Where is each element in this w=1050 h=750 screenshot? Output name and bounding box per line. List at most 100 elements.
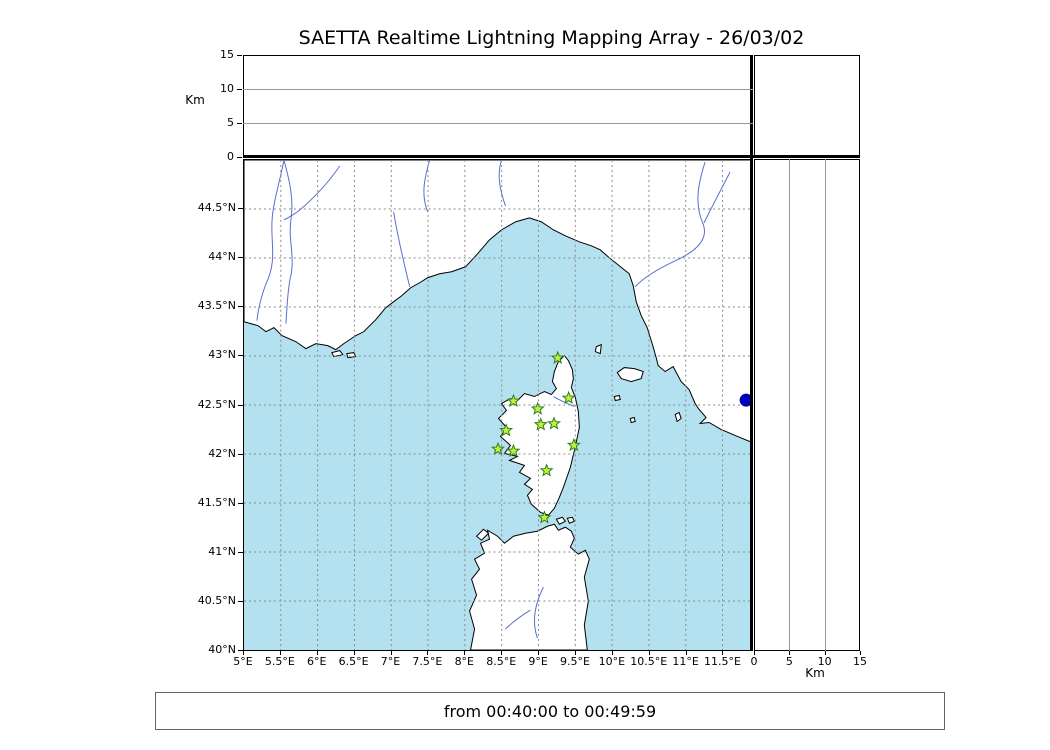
lat-tick-label: 41°N [208, 544, 236, 558]
right-km-tick-label: 5 [785, 655, 793, 668]
lma-station-marker [506, 393, 521, 408]
lon-tick-mark [538, 651, 540, 655]
river-rhone-west [256, 160, 285, 321]
river-golo [553, 396, 575, 407]
lon-tick-label: 7°E [380, 655, 401, 668]
landmasses [244, 160, 752, 650]
altitude-tick-label: 5 [227, 116, 234, 129]
coastline-mainland-europe [244, 160, 752, 443]
lon-tick-label: 5.5°E [264, 655, 295, 668]
river-rhone-east [283, 160, 293, 324]
lon-tick-label: 9°E [528, 655, 548, 668]
lma-station-marker [546, 416, 561, 430]
lat-tick-mark [238, 650, 243, 651]
lma-station-marker [561, 390, 576, 405]
top-panel-gridline [243, 123, 753, 124]
river-liguria [498, 160, 506, 207]
lat-tick-label: 40.5°N [197, 593, 236, 607]
lma-station-marker [566, 437, 581, 452]
lma-station-marker [530, 401, 545, 415]
altitude-tick-mark [237, 55, 242, 56]
lon-tick-mark [279, 651, 281, 655]
lon-tick-label: 6.5°E [338, 655, 369, 668]
right-km-tick-mark [860, 651, 861, 655]
rivers [256, 160, 731, 639]
lat-tick-mark [238, 355, 243, 357]
lon-tick-mark [464, 651, 466, 655]
island-asinara [475, 528, 490, 541]
lon-tick-label: 10°E [598, 655, 626, 668]
altitude-tick-label: 10 [220, 82, 234, 95]
lma-station-marker [537, 510, 552, 524]
lon-tick-mark [574, 651, 576, 655]
lat-tick-mark [238, 453, 243, 455]
right-km-tick-mark [754, 651, 755, 655]
lma-station-marker [550, 350, 565, 364]
lma-station-marker [499, 423, 514, 437]
river-durance [283, 165, 341, 221]
right-km-tick-label: 15 [853, 655, 867, 668]
island-capraia [594, 343, 602, 355]
altitude-tick-label: 0 [227, 150, 234, 163]
lma-station-marker [506, 443, 521, 458]
divider-horizontal [243, 155, 860, 158]
right-km-tick-mark [824, 651, 826, 655]
lightning-event-dot [739, 393, 752, 407]
right-km-tick-mark [789, 651, 791, 655]
altitude-tick-mark [237, 123, 242, 124]
lat-tick-mark [238, 257, 243, 259]
river-arno [634, 161, 706, 288]
top-panel-gridline [243, 89, 753, 90]
lat-tick-label: 42.5°N [197, 397, 236, 411]
page-title: SAETTA Realtime Lightning Mapping Array … [298, 27, 805, 49]
lat-tick-mark [238, 600, 243, 602]
time-range-box: from 00:40:00 to 00:49:59 [155, 692, 945, 730]
corner-box [754, 55, 860, 157]
lon-tick-mark [685, 651, 687, 655]
lon-tick-mark [501, 651, 503, 655]
lon-tick-mark [722, 651, 724, 655]
lat-tick-mark [238, 208, 243, 210]
lat-tick-label: 40°N [208, 643, 236, 656]
lon-tick-label: 8°E [454, 655, 475, 668]
lat-tick-mark [238, 306, 243, 308]
lat-tick-label: 44°N [208, 250, 236, 264]
right-km-tick-label: 0 [750, 655, 758, 668]
lon-tick-label: 8.5°E [486, 655, 517, 668]
lon-tick-label: 11°E [672, 655, 699, 668]
lat-tick-label: 43.5°N [197, 299, 236, 313]
island-elba [616, 367, 644, 383]
island-montecristo [629, 416, 636, 424]
right-panel-gridline [824, 159, 826, 651]
lat-tick-mark [238, 551, 243, 553]
river-alpine [423, 160, 431, 213]
lon-tick-label: 7.5°E [412, 655, 443, 668]
lat-tick-label: 43°N [208, 348, 236, 362]
divider-vertical [750, 55, 753, 651]
altitude-latitude-panel [754, 159, 860, 651]
lat-tick-label: 41.5°N [197, 495, 236, 509]
map-panel [243, 159, 753, 651]
island-giglio [674, 411, 682, 423]
lat-tick-mark [238, 404, 243, 406]
lon-tick-label: 11.5°E [704, 655, 741, 668]
lon-tick-mark [648, 651, 650, 655]
lma-station-marker [533, 417, 548, 431]
altitude-tick-mark [237, 157, 242, 158]
lon-tick-label: 9.5°E [559, 655, 590, 668]
lma-stations-layer [490, 350, 581, 524]
time-range-label: from 00:40:00 to 00:49:59 [443, 701, 657, 721]
lat-tick-label: 42°N [208, 446, 236, 460]
lon-tick-mark [316, 651, 318, 655]
islands-maddalena [555, 516, 576, 525]
map-grid-layer [244, 160, 752, 650]
lat-tick-label: 44.5°N [197, 201, 236, 215]
lightning-events-layer [739, 393, 752, 407]
lon-tick-mark [427, 651, 429, 655]
lon-tick-mark [611, 651, 613, 655]
map-svg [244, 160, 752, 650]
right-panel-gridline [789, 159, 791, 651]
lat-tick-mark [238, 502, 243, 504]
river-sardinia-1 [534, 586, 544, 639]
